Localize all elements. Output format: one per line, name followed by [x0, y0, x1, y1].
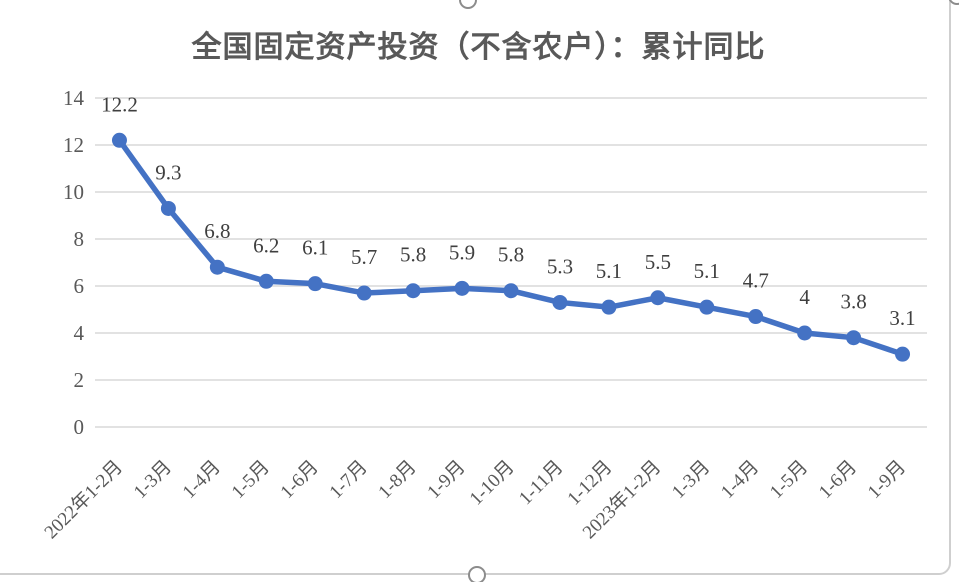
data-point-marker[interactable] [454, 280, 470, 296]
x-axis-tick-label: 1-3月 [668, 457, 714, 503]
y-axis-tick-label: 14 [63, 86, 85, 110]
x-axis-tick-label: 1-7月 [326, 457, 372, 503]
data-point-marker[interactable] [111, 132, 127, 148]
x-axis-tick-label: 1-3月 [130, 457, 176, 503]
data-point-marker[interactable] [356, 285, 372, 301]
data-label: 3.8 [840, 290, 866, 314]
x-axis-tick-label: 1-6月 [277, 457, 323, 503]
y-axis-tick-label: 0 [74, 415, 85, 439]
selection-handle-bottom-center[interactable] [468, 566, 486, 582]
data-label: 5.5 [645, 250, 671, 274]
data-point-marker[interactable] [160, 200, 176, 216]
data-label: 5.1 [694, 259, 720, 283]
x-axis-tick-label: 1-4月 [717, 457, 763, 503]
data-point-marker[interactable] [601, 299, 617, 315]
data-label: 6.8 [204, 219, 230, 243]
data-label: 5.7 [351, 245, 377, 269]
data-label: 12.2 [101, 92, 138, 116]
y-axis-tick-label: 4 [74, 321, 85, 345]
x-axis-tick-label: 1-6月 [815, 457, 861, 503]
data-label: 6.2 [253, 233, 279, 257]
x-axis-tick-label: 1-8月 [374, 457, 420, 503]
data-label: 5.1 [596, 259, 622, 283]
data-label: 5.8 [400, 243, 426, 267]
data-point-marker[interactable] [650, 290, 666, 306]
data-point-marker[interactable] [797, 325, 813, 341]
data-point-marker[interactable] [895, 346, 911, 362]
data-point-marker[interactable] [748, 309, 764, 325]
data-label: 5.9 [449, 240, 475, 264]
data-point-marker[interactable] [846, 330, 862, 346]
x-axis-tick-label: 1-4月 [179, 457, 225, 503]
data-point-marker[interactable] [307, 276, 323, 292]
data-point-marker[interactable] [503, 283, 519, 299]
data-point-marker[interactable] [258, 273, 274, 289]
x-axis-tick-label: 1-9月 [423, 457, 469, 503]
data-label: 5.3 [547, 254, 573, 278]
x-axis-tick-label: 2022年1-2月 [40, 456, 127, 543]
data-point-marker[interactable] [405, 283, 421, 299]
data-label: 6.1 [302, 236, 328, 260]
y-axis-tick-label: 8 [74, 227, 85, 251]
x-axis-tick-label: 1-11月 [515, 457, 567, 509]
y-axis-tick-label: 10 [63, 180, 84, 204]
x-axis-tick-label: 1-5月 [228, 457, 274, 503]
data-label: 5.8 [498, 243, 524, 267]
y-axis-tick-label: 12 [63, 133, 84, 157]
y-axis-tick-label: 6 [74, 274, 85, 298]
x-axis-tick-label: 1-10月 [466, 457, 519, 510]
x-axis-tick-label: 1-9月 [864, 457, 910, 503]
data-label: 3.1 [889, 306, 915, 330]
data-point-marker[interactable] [552, 294, 568, 310]
data-label: 4.7 [743, 269, 769, 293]
data-point-marker[interactable] [699, 299, 715, 315]
data-point-marker[interactable] [209, 259, 225, 275]
data-label: 9.3 [155, 160, 181, 184]
y-axis-tick-label: 2 [74, 368, 85, 392]
x-axis-tick-label: 1-5月 [766, 457, 812, 503]
data-label: 4 [799, 285, 810, 309]
chart-title: 全国固定资产投资（不含农户）：累计同比 [191, 31, 766, 64]
